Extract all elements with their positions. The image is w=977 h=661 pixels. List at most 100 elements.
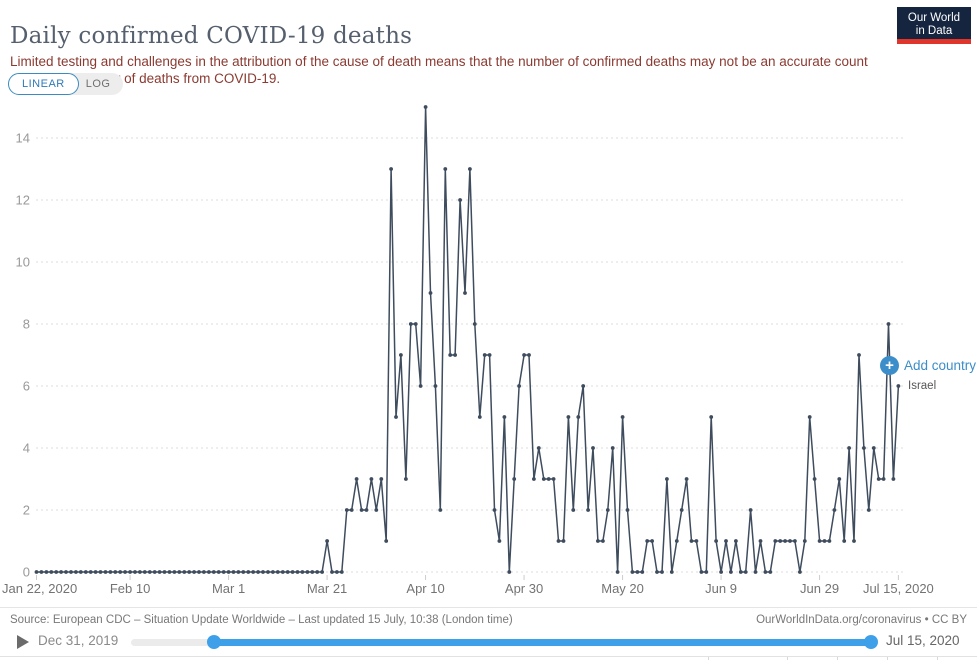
data-point[interactable] xyxy=(783,539,787,543)
data-point[interactable] xyxy=(679,508,684,512)
data-point[interactable] xyxy=(251,570,256,574)
attribution-link[interactable]: OurWorldInData.org/coronavirus • CC BY xyxy=(756,614,967,626)
data-point[interactable] xyxy=(532,477,536,481)
data-point[interactable] xyxy=(763,570,768,574)
data-point[interactable] xyxy=(817,539,822,543)
israel-line[interactable] xyxy=(36,106,900,573)
data-point[interactable] xyxy=(497,539,502,543)
data-point[interactable] xyxy=(34,570,39,574)
data-point[interactable] xyxy=(379,477,384,481)
data-point[interactable] xyxy=(315,570,320,574)
data-point[interactable] xyxy=(753,570,758,574)
data-point[interactable] xyxy=(394,415,398,419)
data-point[interactable] xyxy=(709,415,714,419)
data-point[interactable] xyxy=(330,570,334,574)
data-point[interactable] xyxy=(280,570,285,574)
data-point[interactable] xyxy=(300,570,305,574)
data-point[interactable] xyxy=(778,539,783,543)
data-point[interactable] xyxy=(650,539,654,543)
data-point[interactable] xyxy=(620,415,625,419)
data-point[interactable] xyxy=(389,167,393,171)
data-point[interactable] xyxy=(556,539,561,543)
timeline-selected-range[interactable] xyxy=(213,639,871,646)
data-point[interactable] xyxy=(78,570,83,574)
data-point[interactable] xyxy=(408,322,413,326)
data-point[interactable] xyxy=(93,570,98,574)
data-point[interactable] xyxy=(448,353,453,357)
data-point[interactable] xyxy=(871,446,876,450)
linear-button[interactable]: LINEAR xyxy=(8,73,79,95)
data-point[interactable] xyxy=(295,570,300,574)
data-point[interactable] xyxy=(827,539,832,543)
data-point[interactable] xyxy=(743,570,748,574)
data-point[interactable] xyxy=(689,539,694,543)
data-point[interactable] xyxy=(320,570,324,574)
data-point[interactable] xyxy=(344,508,349,512)
owid-logo[interactable]: Our World in Data xyxy=(897,7,971,44)
data-point[interactable] xyxy=(335,570,339,574)
data-point[interactable] xyxy=(463,291,467,295)
data-point[interactable] xyxy=(458,198,462,202)
data-point[interactable] xyxy=(433,384,438,388)
data-point[interactable] xyxy=(384,539,389,543)
data-point[interactable] xyxy=(44,570,49,574)
data-point[interactable] xyxy=(374,508,379,512)
data-point[interactable] xyxy=(83,570,88,574)
data-point[interactable] xyxy=(157,570,162,574)
data-point[interactable] xyxy=(404,477,408,481)
data-point[interactable] xyxy=(241,570,246,574)
data-point[interactable] xyxy=(615,570,620,574)
data-point[interactable] xyxy=(684,477,689,481)
data-point[interactable] xyxy=(502,415,507,419)
data-point[interactable] xyxy=(226,570,231,574)
data-point[interactable] xyxy=(413,322,418,326)
data-point[interactable] xyxy=(601,539,605,543)
data-point[interactable] xyxy=(197,570,201,574)
data-point[interactable] xyxy=(428,291,433,295)
data-point[interactable] xyxy=(625,508,630,512)
data-point[interactable] xyxy=(793,539,797,543)
data-point[interactable] xyxy=(546,477,551,481)
data-point[interactable] xyxy=(655,570,659,574)
data-point[interactable] xyxy=(596,539,600,543)
data-point[interactable] xyxy=(64,570,68,574)
data-point[interactable] xyxy=(891,477,896,481)
data-point[interactable] xyxy=(192,570,197,574)
data-point[interactable] xyxy=(349,508,354,512)
data-point[interactable] xyxy=(211,570,216,574)
data-point[interactable] xyxy=(216,570,221,574)
data-point[interactable] xyxy=(665,477,669,481)
data-point[interactable] xyxy=(734,539,738,543)
data-point[interactable] xyxy=(881,477,886,481)
data-point[interactable] xyxy=(866,508,871,512)
line-chart[interactable]: 0 2 4 6 8 10 12 14 Jan 22, 2020 Feb 10 Mar 1 Mar 21… xyxy=(0,98,977,603)
data-point[interactable] xyxy=(551,477,556,481)
data-point[interactable] xyxy=(468,167,472,171)
data-point[interactable] xyxy=(832,508,837,512)
data-point[interactable] xyxy=(724,539,728,543)
data-point[interactable] xyxy=(492,508,497,512)
data-point[interactable] xyxy=(359,508,364,512)
data-point[interactable] xyxy=(325,539,329,543)
timeline-track[interactable] xyxy=(131,635,878,649)
data-point[interactable] xyxy=(758,539,763,543)
data-point[interactable] xyxy=(108,570,113,574)
log-button[interactable]: LOG xyxy=(68,73,124,95)
data-point[interactable] xyxy=(231,570,236,574)
data-point[interactable] xyxy=(640,570,645,574)
data-point[interactable] xyxy=(339,570,344,574)
data-point[interactable] xyxy=(128,570,133,574)
data-point[interactable] xyxy=(364,508,369,512)
data-point[interactable] xyxy=(275,570,280,574)
data-point[interactable] xyxy=(788,539,792,543)
data-point[interactable] xyxy=(566,415,571,419)
data-point[interactable] xyxy=(418,384,423,388)
data-point[interactable] xyxy=(221,570,226,574)
data-point[interactable] xyxy=(807,415,812,419)
data-point[interactable] xyxy=(837,477,842,481)
data-point[interactable] xyxy=(285,570,290,574)
data-point[interactable] xyxy=(477,415,482,419)
play-icon[interactable] xyxy=(17,635,29,649)
data-point[interactable] xyxy=(847,446,851,450)
data-point[interactable] xyxy=(581,384,586,388)
